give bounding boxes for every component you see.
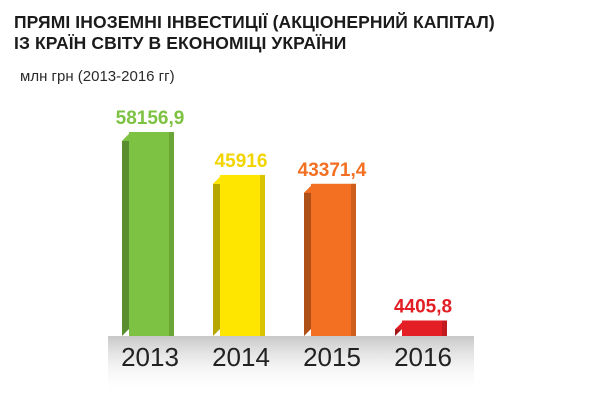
bar-side (213, 174, 222, 336)
bar-side (304, 183, 313, 336)
data-label: 4405,8 (394, 297, 452, 318)
data-label: 43371,4 (298, 160, 367, 181)
bars-group: 58156,9 2013 45916 2014 43371,4 2015 4405,8 201… (116, 108, 452, 372)
data-label: 58156,9 (116, 108, 185, 129)
x-tick-label: 2016 (394, 342, 452, 372)
x-tick-label: 2013 (121, 342, 179, 372)
bar-edge (351, 183, 356, 336)
bar-edge (442, 320, 447, 336)
bar-side (122, 132, 131, 336)
chart-title-line-1: ПРЯМІ ІНОЗЕМНІ ІНВЕСТИЦІЇ (АКЦІОНЕРНИЙ К… (14, 12, 495, 32)
bar (220, 174, 265, 336)
bar-edge (169, 132, 174, 336)
chart-title-line-2: ІЗ КРАЇН СВІТУ В ЕКОНОМІЦІ УКРАЇНИ (14, 33, 347, 53)
x-tick-label: 2014 (212, 342, 270, 372)
chart-title: ПРЯМІ ІНОЗЕМНІ ІНВЕСТИЦІЇ (АКЦІОНЕРНИЙ К… (14, 12, 594, 54)
chart-subtitle: млн грн (2013-2016 гг) (20, 68, 175, 85)
bar (311, 183, 356, 336)
bar (129, 132, 174, 336)
floor-shadow (108, 336, 474, 394)
data-label: 45916 (215, 151, 268, 172)
bar-edge (260, 174, 265, 336)
bar (402, 320, 447, 336)
x-tick-label: 2015 (303, 342, 361, 372)
